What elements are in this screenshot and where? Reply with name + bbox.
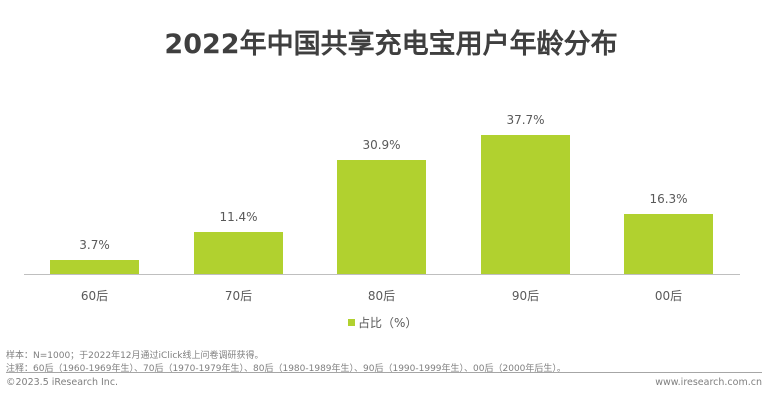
annotation-note: 注释：60后（1960-1969年生）、70后（1970-1979年生）、80后…	[6, 364, 566, 374]
category-label: 90后	[511, 289, 540, 303]
bar-4	[481, 135, 570, 274]
category-label: 80后	[367, 289, 396, 303]
bar-5	[624, 214, 713, 274]
website-link[interactable]: www.iresearch.com.cn	[655, 377, 762, 388]
category-label: 60后	[80, 289, 109, 303]
legend-label: 占比（%）	[358, 316, 418, 330]
bar-1	[50, 260, 139, 274]
x-axis-line	[24, 274, 740, 275]
category-label: 00后	[654, 289, 683, 303]
bar-2	[194, 232, 283, 274]
legend-swatch	[348, 319, 355, 326]
bar-3	[337, 160, 426, 274]
copyright: ©2023.5 iResearch Inc.	[6, 377, 119, 388]
value-label: 3.7%	[79, 238, 110, 252]
value-label: 37.7%	[506, 113, 545, 127]
category-label: 70后	[224, 289, 253, 303]
sample-note: 样本：N=1000；于2022年12月通过iClick线上问卷调研获得。	[6, 351, 264, 361]
footer-divider	[6, 372, 762, 373]
value-label: 16.3%	[649, 192, 688, 206]
value-label: 11.4%	[219, 210, 258, 224]
value-label: 30.9%	[362, 138, 401, 152]
chart-title: 2022年中国共享充电宝用户年龄分布	[164, 29, 618, 60]
legend: 占比（%）	[348, 314, 417, 331]
